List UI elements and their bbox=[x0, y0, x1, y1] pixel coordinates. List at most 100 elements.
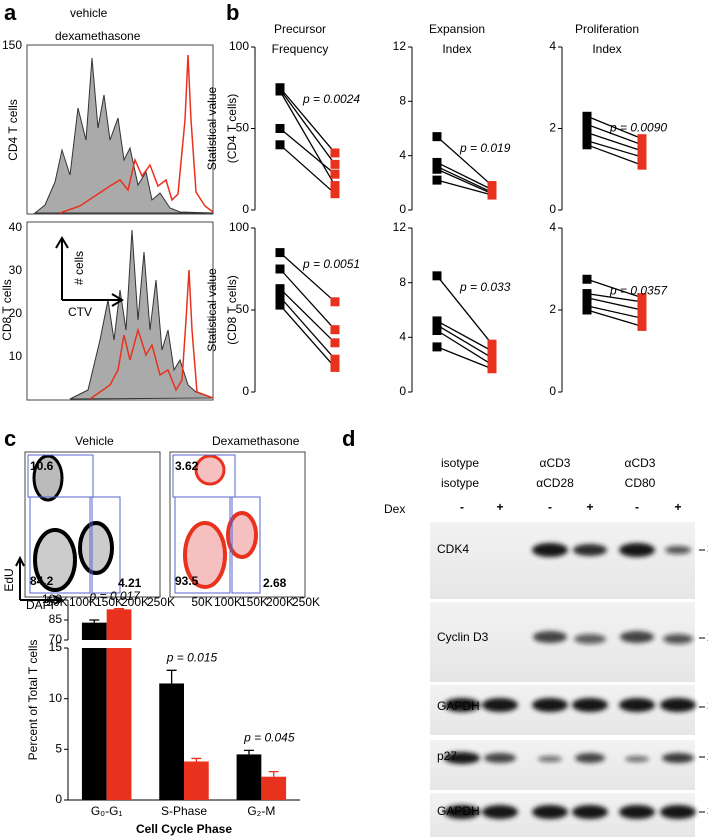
dex-label: Dex bbox=[384, 502, 405, 516]
pair-line bbox=[279, 288, 336, 344]
point bbox=[487, 339, 497, 349]
error-bar bbox=[243, 749, 254, 755]
gate-value: 2.68 bbox=[263, 576, 287, 590]
bands bbox=[444, 543, 696, 819]
point bbox=[330, 181, 340, 191]
flow-frame bbox=[24, 451, 161, 598]
y-tick-label: 4 bbox=[549, 39, 556, 53]
gate-value: 3.62 bbox=[175, 459, 199, 473]
pair-line bbox=[436, 136, 493, 187]
inset-arrows bbox=[55, 236, 124, 307]
blot-name: GAPDH bbox=[437, 804, 480, 818]
point bbox=[330, 354, 340, 364]
x-tick-label: 100K bbox=[69, 595, 97, 609]
group-label: isotype bbox=[441, 456, 479, 470]
group-label: CD80 bbox=[625, 476, 656, 490]
point bbox=[432, 271, 442, 281]
point bbox=[330, 148, 340, 158]
bar bbox=[261, 776, 287, 800]
error-bar bbox=[268, 770, 279, 777]
point bbox=[582, 305, 592, 315]
x-tick-label: 250K bbox=[292, 595, 320, 609]
pair-line bbox=[279, 87, 336, 154]
bar bbox=[81, 622, 107, 640]
x-tick-label: 150K bbox=[240, 595, 268, 609]
pair-line bbox=[279, 88, 336, 165]
point bbox=[637, 313, 647, 323]
contour bbox=[78, 521, 114, 575]
flow-plots bbox=[15, 451, 306, 605]
legend-entry: vehicle bbox=[70, 6, 108, 20]
axis-label: EdU bbox=[2, 568, 16, 591]
hist-vehicle bbox=[69, 229, 214, 400]
hist-dex bbox=[89, 269, 214, 400]
error-bar bbox=[89, 619, 100, 623]
y-tick-label: 50 bbox=[236, 302, 250, 316]
pair-line bbox=[586, 115, 643, 140]
pair-line bbox=[436, 346, 493, 370]
point bbox=[487, 353, 497, 363]
y-tick-label: 100 bbox=[229, 39, 249, 53]
point bbox=[582, 274, 592, 284]
contour bbox=[32, 454, 64, 502]
panel-label: c bbox=[4, 426, 16, 451]
group-label: αCD3 bbox=[625, 456, 656, 470]
histograms bbox=[26, 44, 214, 401]
point bbox=[487, 346, 497, 356]
y-tick-label: 100 bbox=[229, 220, 249, 234]
y-tick-label: 70 bbox=[49, 632, 63, 646]
error-bar bbox=[191, 757, 202, 762]
x-tick-label: G₀-G₁ bbox=[91, 804, 123, 818]
pair-line bbox=[279, 252, 336, 303]
pair-line bbox=[279, 296, 336, 360]
dex-sign: + bbox=[496, 500, 503, 514]
plot-title: Dexamethasone bbox=[212, 434, 300, 448]
y-tick-label: 0 bbox=[549, 202, 556, 216]
panel-label: a bbox=[4, 0, 17, 25]
point bbox=[637, 152, 647, 162]
y-tick-label: 8 bbox=[399, 275, 406, 289]
chart-title: Index bbox=[442, 42, 471, 56]
y-tick-label: 15 bbox=[49, 640, 63, 654]
point bbox=[432, 175, 442, 185]
pair-line bbox=[586, 297, 643, 311]
point bbox=[275, 124, 285, 133]
pair-line bbox=[436, 324, 493, 359]
gate-value: 84.2 bbox=[30, 574, 54, 588]
y-tick-label: 12 bbox=[393, 39, 407, 53]
contour bbox=[183, 521, 227, 589]
point bbox=[487, 189, 497, 199]
point bbox=[330, 338, 340, 348]
dex-sign: + bbox=[674, 500, 681, 514]
gate-value: 4.21 bbox=[118, 576, 142, 590]
point bbox=[275, 140, 285, 150]
hist-vehicle bbox=[33, 57, 214, 214]
point bbox=[275, 248, 285, 258]
hist-frame bbox=[26, 221, 214, 401]
y-label: (CD8 T cells) bbox=[225, 275, 239, 345]
blot-name: Cyclin D3 bbox=[437, 630, 489, 644]
inset-label: CTV bbox=[68, 305, 92, 319]
gate-value: 93.5 bbox=[175, 574, 199, 588]
point bbox=[432, 326, 442, 335]
error-bar bbox=[166, 669, 177, 684]
dex-sign: - bbox=[460, 500, 464, 514]
p-value: p = 0.033 bbox=[459, 280, 511, 294]
pair-line bbox=[436, 275, 493, 345]
p-value: p = 0.017 bbox=[88, 589, 141, 603]
point bbox=[330, 189, 340, 199]
chart-title: Proliferation bbox=[575, 22, 639, 36]
point bbox=[432, 320, 442, 330]
blot-strip bbox=[430, 522, 695, 599]
pair-line bbox=[586, 140, 643, 158]
hist-dex bbox=[59, 54, 214, 214]
pair-line bbox=[279, 304, 336, 368]
point bbox=[582, 293, 592, 303]
point bbox=[582, 119, 592, 129]
point bbox=[432, 164, 442, 174]
y-tick-label: 2 bbox=[549, 121, 556, 135]
gates bbox=[27, 454, 121, 594]
y-tick-label: 0 bbox=[399, 202, 406, 216]
point bbox=[582, 128, 592, 138]
y-tick-label: 0 bbox=[399, 384, 406, 398]
